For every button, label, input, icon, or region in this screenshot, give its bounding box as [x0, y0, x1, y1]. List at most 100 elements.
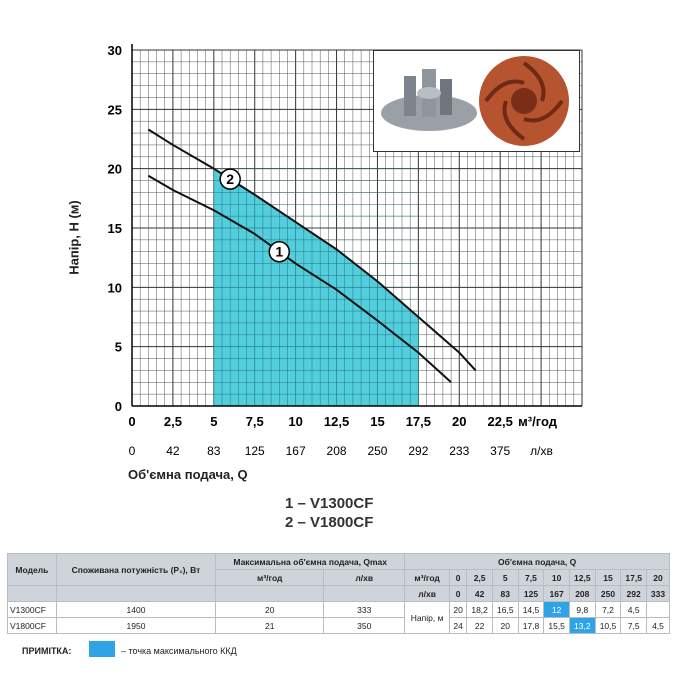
cell-head: 12 [543, 601, 570, 618]
q-m3-6: 15 [594, 569, 622, 586]
q-lmin-7: 292 [620, 585, 647, 602]
series-line-2 [147, 128, 477, 372]
cell-head: 20 [449, 601, 468, 618]
header-model: Модель [7, 553, 57, 586]
cell-head: 15,5 [543, 617, 570, 634]
cell-head: 22 [466, 617, 493, 634]
q-m3-4: 10 [543, 569, 570, 586]
note-label: ПРИМІТКА: [22, 646, 72, 656]
pump-curve-chart: 12051015202530002,5425837,51251016712,52… [108, 43, 583, 458]
x-tick-label-top: 12,5 [324, 414, 349, 429]
cell-qmax-m3: 21 [215, 617, 325, 634]
cell-head: 9,8 [568, 601, 596, 618]
q-lmin-0: 0 [449, 585, 468, 602]
header-qmax: Максимальна об'ємна подача, Qmax [215, 553, 406, 570]
header-flow: Об'ємна подача, Q [404, 553, 670, 570]
x-tick-label-bottom: 250 [367, 444, 387, 458]
y-tick-label: 30 [108, 43, 122, 58]
cell-head: 7,5 [620, 617, 647, 634]
cell-head: 24 [449, 617, 468, 634]
note-text: – точка максимального ККД [121, 646, 237, 656]
table-row: V1300CF 1400 20 333 Напір, м 20 18,2 16,5 14,5 12… [7, 601, 671, 634]
q-lmin-6: 250 [594, 585, 622, 602]
table-row: V1800CF 1950 21 350 24 22 20 17,8 15,5 13,2 10,5 7,… [7, 617, 671, 634]
series-marker-label-1: 1 [275, 244, 283, 260]
x-tick-label-bottom: 292 [408, 444, 428, 458]
cell-head: 18,2 [466, 601, 493, 618]
x-tick-label-bottom: 208 [327, 444, 347, 458]
x-tick-label-top: 0 [128, 414, 135, 429]
cell-model: V1300CF [7, 601, 57, 618]
q-m3-1: 2,5 [466, 569, 493, 586]
series-marker-2 [219, 168, 241, 190]
header-qmax-lmin: л/хв [323, 569, 406, 586]
q-m3-0: 0 [449, 569, 468, 586]
x-tick-label-top: 17,5 [406, 414, 431, 429]
x-tick-label-bottom: 0 [129, 444, 136, 458]
cell-head: 17,8 [517, 617, 545, 634]
cell-power: 1400 [55, 601, 217, 618]
q-lmin-5: 208 [568, 585, 596, 602]
cell-qmax-lmin: 350 [323, 617, 406, 634]
y-tick-label: 10 [108, 280, 122, 295]
impeller-photo [373, 50, 580, 152]
metal-impeller-image [381, 69, 477, 131]
q-m3-8: 20 [645, 569, 671, 586]
q-lmin-4: 167 [543, 585, 570, 602]
cell-head: 13,2 [568, 617, 596, 634]
cell-head: 4,5 [645, 617, 671, 634]
cell-head-label: Напір, м [404, 601, 451, 634]
y-tick-label: 25 [108, 102, 122, 117]
cell-head [645, 601, 671, 618]
cell-head: 16,5 [491, 601, 519, 618]
y-tick-label: 20 [108, 162, 122, 177]
cell-head: 4,5 [620, 601, 647, 618]
cell-qmax-lmin: 333 [323, 601, 406, 618]
x-tick-label-top: 15 [370, 414, 384, 429]
cell-qmax-m3: 20 [215, 601, 325, 618]
legend-entry-2: 2 – V1800CF [285, 514, 374, 531]
series-marker-1 [268, 240, 291, 263]
x-tick-label-top: 10 [288, 414, 302, 429]
header-unit-lmin: л/хв [404, 585, 451, 602]
x-tick-label-top: 5 [210, 414, 217, 429]
x-unit-bottom: л/хв [530, 444, 553, 458]
header-qmax-m3: м³/год [215, 569, 325, 586]
q-m3-2: 5 [491, 569, 519, 586]
x-tick-label-top: 2,5 [164, 414, 182, 429]
q-lmin-3: 125 [517, 585, 545, 602]
cell-head: 20 [491, 617, 519, 634]
q-lmin-2: 83 [491, 585, 519, 602]
q-lmin-1: 42 [466, 585, 493, 602]
cell-model: V1800CF [7, 617, 57, 634]
y-tick-label: 5 [115, 340, 122, 355]
q-m3-5: 12,5 [568, 569, 596, 586]
x-unit-top: м³/год [518, 414, 558, 429]
q-m3-3: 7,5 [517, 569, 545, 586]
header-power: Споживана потужність (P₁), Вт [55, 553, 217, 586]
q-m3-7: 17,5 [620, 569, 647, 586]
x-axis-label: Об'ємна подача, Q [128, 467, 248, 482]
cell-head: 7,2 [594, 601, 622, 618]
x-tick-label-bottom: 125 [245, 444, 265, 458]
q-lmin-8: 333 [645, 585, 671, 602]
x-tick-label-top: 7,5 [246, 414, 264, 429]
header-unit-m3: м³/год [404, 569, 451, 586]
cell-head: 14,5 [517, 601, 545, 618]
note-swatch [89, 641, 115, 657]
cell-power: 1950 [55, 617, 217, 634]
x-tick-label-bottom: 375 [490, 444, 510, 458]
x-tick-label-bottom: 42 [166, 444, 180, 458]
y-tick-label: 15 [108, 221, 122, 236]
x-tick-label-bottom: 233 [449, 444, 469, 458]
series-marker-label-2: 2 [226, 171, 234, 187]
x-tick-label-top: 22,5 [488, 414, 513, 429]
series-line-1 [147, 174, 452, 384]
red-impeller-image [479, 56, 569, 146]
x-tick-label-bottom: 83 [207, 444, 221, 458]
cell-head: 10,5 [594, 617, 622, 634]
x-tick-label-bottom: 167 [286, 444, 306, 458]
legend-entry-1: 1 – V1300CF [285, 495, 374, 512]
x-tick-label-top: 20 [452, 414, 466, 429]
y-tick-label: 0 [115, 399, 122, 414]
